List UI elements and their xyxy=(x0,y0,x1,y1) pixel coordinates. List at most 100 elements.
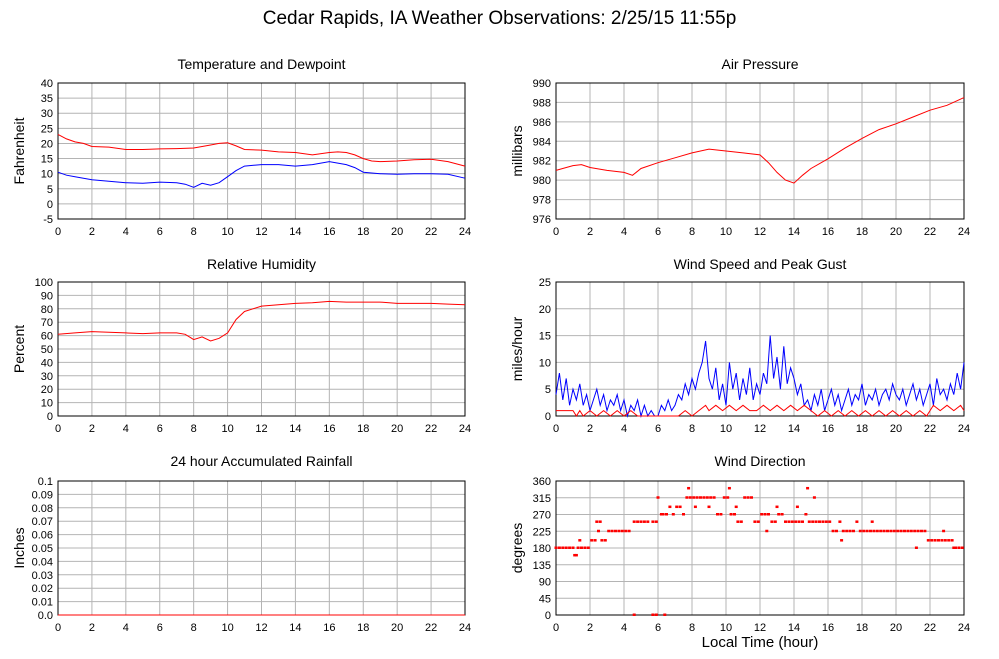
direction-y-tick-label: 45 xyxy=(539,593,551,605)
wind-x-tick-label: 8 xyxy=(689,423,695,435)
temp-x-tick-label: 14 xyxy=(289,226,301,238)
direction-point xyxy=(663,613,667,616)
direction-x-tick-label: 6 xyxy=(655,622,661,634)
humidity-x-tick-label: 14 xyxy=(289,423,301,435)
direction-point xyxy=(739,520,743,523)
pressure-series-line-0 xyxy=(555,97,965,184)
humidity-y-tick-label: 80 xyxy=(41,304,53,316)
direction-point xyxy=(659,513,663,516)
direction-point xyxy=(790,520,794,523)
wind-x-tick-label: 24 xyxy=(958,423,970,435)
direction-point xyxy=(886,529,889,533)
direction-point xyxy=(947,539,951,542)
direction-point xyxy=(578,539,582,542)
direction-point xyxy=(661,513,665,516)
rain-x-tick-label: 24 xyxy=(459,622,471,634)
direction-point xyxy=(780,513,784,516)
rain-x-tick-label: 14 xyxy=(289,622,301,634)
direction-point xyxy=(597,529,600,533)
direction-point xyxy=(852,529,855,533)
humidity-x-tick-label: 22 xyxy=(425,423,437,435)
direction-point xyxy=(775,505,779,509)
humidity-x-tick-label: 2 xyxy=(89,423,95,435)
temp-x-tick-label: 16 xyxy=(323,226,335,238)
humidity-y-tick-label: 100 xyxy=(35,277,53,289)
wind-plot-frame xyxy=(555,281,965,417)
direction-point xyxy=(576,546,580,549)
rain-y-tick-label: 0.0 xyxy=(38,610,53,622)
direction-point xyxy=(627,529,631,533)
direction-y-tick-label: 0 xyxy=(545,610,551,622)
pressure-y-tick-label: 978 xyxy=(533,195,551,207)
temp-x-tick-label: 6 xyxy=(157,226,163,238)
pressure-chart-title: Air Pressure xyxy=(721,56,798,72)
direction-point xyxy=(960,546,964,549)
direction-point xyxy=(716,513,719,516)
temp-x-tick-label: 4 xyxy=(123,226,129,238)
direction-point xyxy=(571,546,575,549)
pressure-y-tick-label: 990 xyxy=(533,78,551,90)
direction-point xyxy=(872,529,876,533)
direction-point xyxy=(702,496,706,499)
direction-point xyxy=(841,529,845,533)
pressure-x-tick-label: 14 xyxy=(788,226,800,238)
direction-point xyxy=(954,546,957,549)
rain-y-tick-label: 0.01 xyxy=(32,597,53,609)
direction-point xyxy=(646,520,650,523)
direction-point xyxy=(654,520,658,523)
direction-point xyxy=(642,520,646,523)
wind-x-tick-label: 16 xyxy=(822,423,834,435)
direction-point xyxy=(818,520,821,523)
rain-y-tick-label: 0.09 xyxy=(32,489,53,501)
rain-x-tick-label: 22 xyxy=(425,622,437,634)
humidity-y-tick-label: 20 xyxy=(41,384,53,396)
humidity-x-tick-label: 6 xyxy=(157,423,163,435)
wind-y-tick-label: 25 xyxy=(539,277,551,289)
temp-x-tick-label: 10 xyxy=(221,226,233,238)
wind-x-tick-label: 22 xyxy=(924,423,936,435)
wind-series-line-0 xyxy=(555,335,965,418)
direction-y-tick-label: 225 xyxy=(533,526,551,538)
direction-point xyxy=(882,529,886,533)
direction-point xyxy=(814,520,818,523)
direction-point xyxy=(651,613,655,616)
rain-x-tick-label: 0 xyxy=(55,622,61,634)
wind-x-tick-label: 18 xyxy=(856,423,868,435)
rain-chart-title: 24 hour Accumulated Rainfall xyxy=(170,453,352,469)
temp-chart-title: Temperature and Dewpoint xyxy=(177,56,345,72)
direction-point xyxy=(727,486,731,490)
temp-x-tick-label: 20 xyxy=(391,226,403,238)
direction-point xyxy=(557,546,561,549)
direction-point xyxy=(610,529,614,533)
direction-point xyxy=(568,546,572,549)
direction-point xyxy=(678,505,682,509)
pressure-y-tick-label: 986 xyxy=(533,117,551,129)
direction-point xyxy=(705,496,709,499)
temp-y-tick-label: 5 xyxy=(47,184,53,196)
humidity-x-tick-label: 10 xyxy=(221,423,233,435)
humidity-y-tick-label: 60 xyxy=(41,331,53,343)
humidity-x-tick-label: 12 xyxy=(255,423,267,435)
direction-point xyxy=(865,529,869,533)
direction-point xyxy=(812,496,816,499)
direction-point xyxy=(858,529,862,533)
direction-point xyxy=(726,496,730,499)
direction-point xyxy=(692,496,696,499)
humidity-y-tick-label: 10 xyxy=(41,398,53,410)
direction-point xyxy=(940,539,944,542)
direction-point xyxy=(561,546,565,549)
rain-y-tick-label: 0.02 xyxy=(32,583,53,595)
temp-y-tick-label: 35 xyxy=(41,93,53,105)
temp-series-line-1 xyxy=(57,161,466,188)
direction-point xyxy=(668,505,672,509)
rain-x-tick-label: 10 xyxy=(221,622,233,634)
direction-point xyxy=(603,539,607,542)
direction-point xyxy=(665,513,668,516)
humidity-series-line-0 xyxy=(57,300,466,342)
direction-point xyxy=(695,496,699,499)
direction-point xyxy=(624,529,628,533)
temp-y-tick-label: 0 xyxy=(47,199,53,211)
humidity-x-tick-label: 20 xyxy=(391,423,403,435)
humidity-x-tick-label: 0 xyxy=(55,423,61,435)
